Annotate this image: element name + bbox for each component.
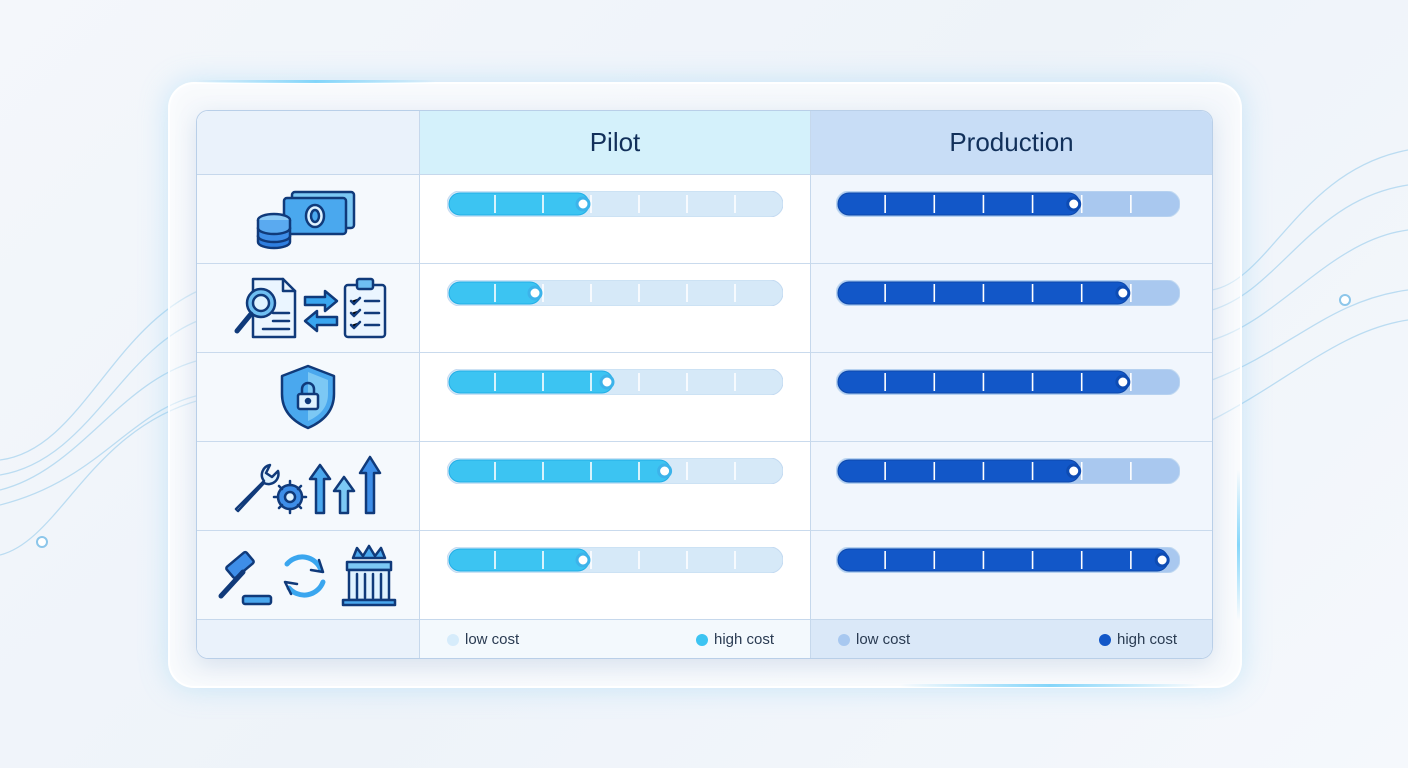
row-divider [420, 441, 810, 442]
pilot-bar-knob [575, 552, 591, 568]
pilot-bar-knob [575, 196, 591, 212]
legend-low-label: low cost [856, 631, 911, 648]
icon-column [197, 111, 420, 658]
icon-column-header [197, 111, 419, 175]
legend-high-label: high cost [714, 631, 775, 648]
pilot-cost-bar [447, 458, 783, 484]
governance-icon [197, 531, 419, 619]
production-cost-bar [836, 458, 1180, 484]
row-divider [420, 530, 810, 531]
row-divider [420, 263, 810, 264]
money-icon [197, 175, 419, 263]
legend-high-dot [1099, 633, 1111, 646]
legend-low-cost: low cost [447, 631, 519, 648]
row-divider [420, 352, 810, 353]
row-divider [811, 263, 1212, 264]
row-divider [811, 530, 1212, 531]
row-divider [811, 441, 1212, 442]
pilot-bar-fill [448, 459, 672, 483]
pilot-bar-fill [448, 370, 614, 394]
document-review-icon [197, 264, 419, 352]
legend-low-label: low cost [465, 631, 520, 648]
production-column: Production low cost high cost [811, 111, 1212, 658]
pilot-legend: low cost high cost [420, 619, 810, 658]
pilot-cost-bar [447, 191, 783, 217]
legend-low-dot [838, 633, 850, 646]
pilot-cost-bar [447, 369, 783, 395]
pilot-bar-knob [657, 463, 673, 479]
pilot-cost-bar [447, 280, 783, 306]
legend-low-cost: low cost [838, 631, 910, 648]
production-bar-knob [1066, 196, 1082, 212]
production-bar-fill [837, 548, 1169, 572]
production-cost-bar [836, 191, 1180, 217]
frame-glow [196, 80, 436, 83]
production-bar-knob [1115, 374, 1131, 390]
legend-high-cost: high cost [696, 631, 774, 648]
production-cost-bar [836, 280, 1180, 306]
legend-low-dot [447, 633, 459, 646]
row-divider [811, 352, 1212, 353]
legend-high-dot [696, 633, 708, 646]
legend-high-cost: high cost [1099, 631, 1177, 648]
production-legend: low cost high cost [811, 619, 1212, 658]
production-cost-bar [836, 547, 1180, 573]
production-bar-fill [837, 192, 1081, 216]
pilot-column: Pilot low cost high cost [420, 111, 811, 658]
icon-column-footer [197, 619, 419, 658]
cost-comparison-table: Pilot low cost high cost Production [196, 110, 1213, 659]
security-shield-icon [197, 353, 419, 441]
production-header: Production [811, 111, 1212, 175]
production-bar-knob [1066, 463, 1082, 479]
row-divider [197, 352, 419, 353]
pilot-bar-knob [599, 374, 615, 390]
pilot-header: Pilot [420, 111, 810, 175]
maintenance-scaling-icon [197, 442, 419, 530]
frame-glow [900, 684, 1200, 687]
pilot-bar-fill [448, 548, 590, 572]
production-bar-knob [1154, 552, 1170, 568]
legend-high-label: high cost [1117, 631, 1178, 648]
production-cost-bar [836, 369, 1180, 395]
pilot-bar-knob [527, 285, 543, 301]
frame-glow [1237, 470, 1240, 620]
pilot-cost-bar [447, 547, 783, 573]
row-divider [197, 530, 419, 531]
production-bar-knob [1115, 285, 1131, 301]
row-divider [197, 441, 419, 442]
production-bar-fill [837, 459, 1081, 483]
pilot-bar-fill [448, 192, 590, 216]
row-divider [197, 263, 419, 264]
